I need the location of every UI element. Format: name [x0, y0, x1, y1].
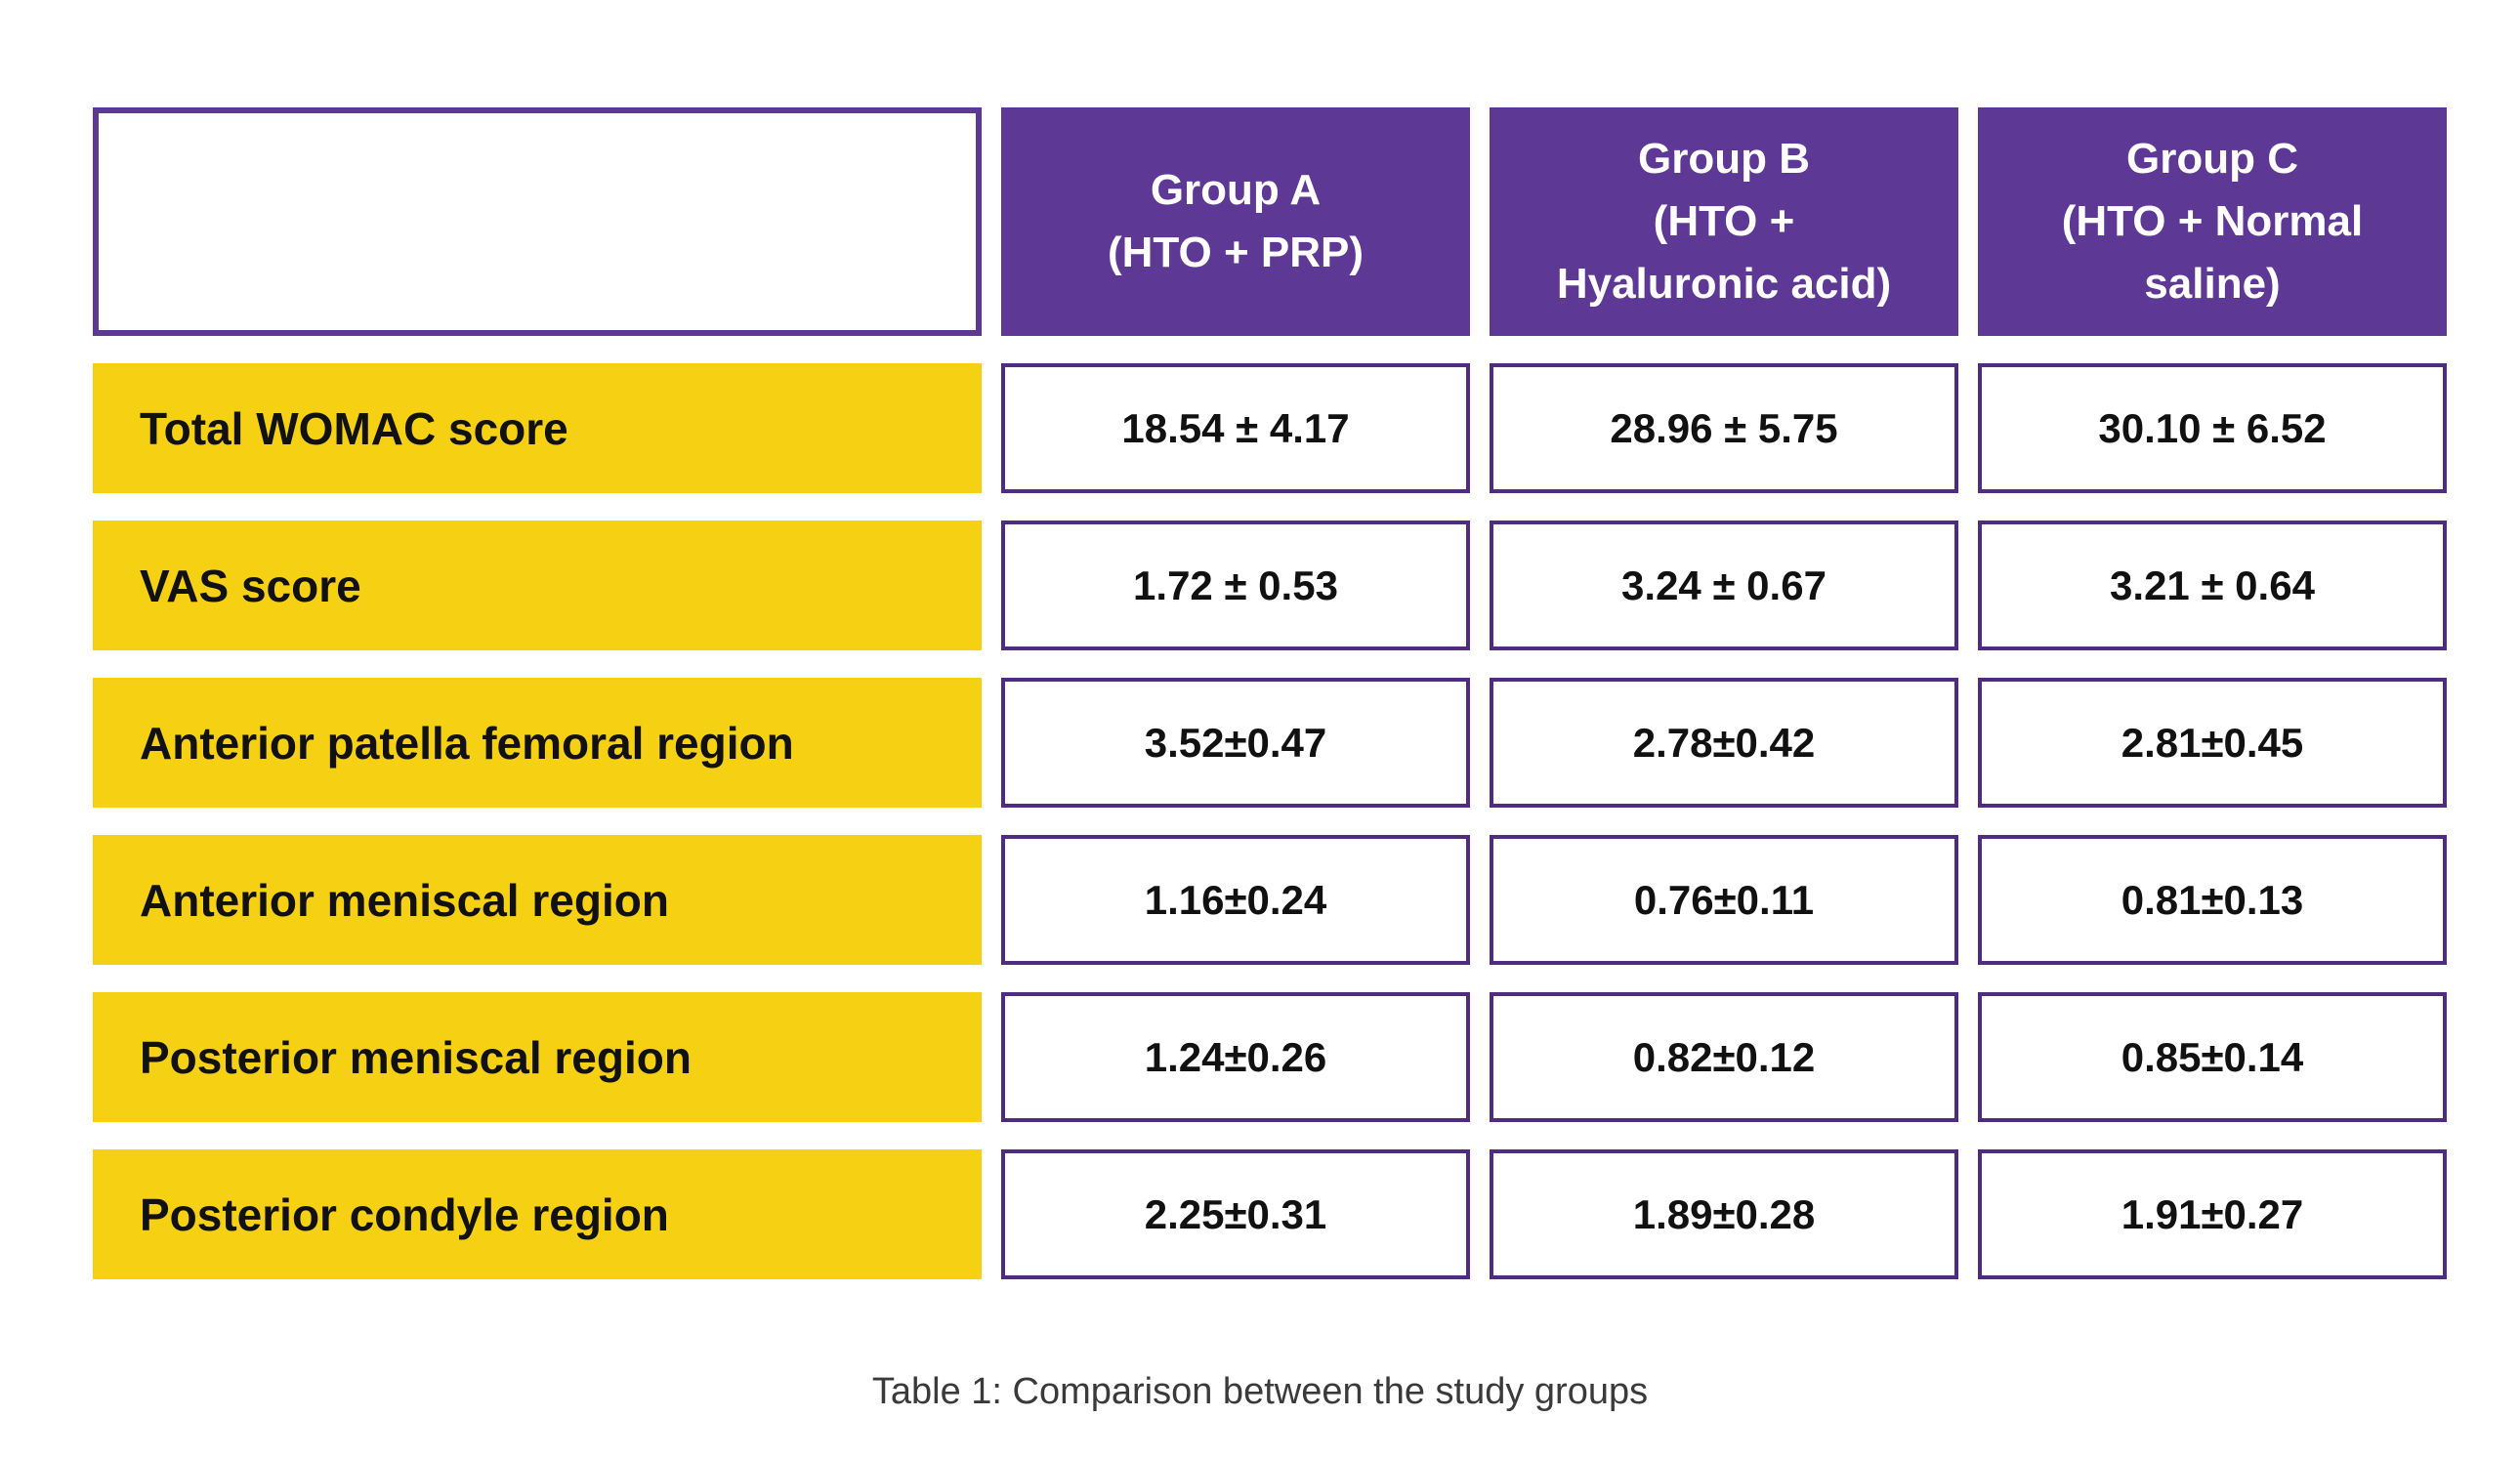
- value-cell-r3-group-b: 2.78±0.42: [1490, 678, 1958, 808]
- value-cell-r3-group-c: 2.81±0.45: [1978, 678, 2447, 808]
- column-header-group-c: Group C (HTO + Normal saline): [1978, 107, 2447, 336]
- value-cell-r2-group-b: 3.24 ± 0.67: [1490, 521, 1958, 650]
- table-caption: Table 1: Comparison between the study gr…: [871, 1371, 1649, 1412]
- value-cell-r6-group-a: 2.25±0.31: [1001, 1149, 1470, 1279]
- value-cell-r3-group-a: 3.52±0.47: [1001, 678, 1470, 808]
- value-cell-r4-group-c: 0.81±0.13: [1978, 835, 2447, 965]
- corner-cell: [93, 107, 982, 336]
- value-cell-r5-group-a: 1.24±0.26: [1001, 992, 1470, 1122]
- value-cell-r5-group-c: 0.85±0.14: [1978, 992, 2447, 1122]
- value-cell-r1-group-b: 28.96 ± 5.75: [1490, 363, 1958, 493]
- column-header-group-b: Group B (HTO + Hyaluronic acid): [1490, 107, 1958, 336]
- value-cell-r2-group-a: 1.72 ± 0.53: [1001, 521, 1470, 650]
- row-label-anterior-patella-femoral-region: Anterior patella femoral region: [93, 678, 982, 808]
- value-cell-r4-group-b: 0.76±0.11: [1490, 835, 1958, 965]
- value-cell-r1-group-c: 30.10 ± 6.52: [1978, 363, 2447, 493]
- row-label-total-womac-score: Total WOMAC score: [93, 363, 982, 493]
- column-header-group-a: Group A (HTO + PRP): [1001, 107, 1470, 336]
- value-cell-r1-group-a: 18.54 ± 4.17: [1001, 363, 1470, 493]
- value-cell-r6-group-c: 1.91±0.27: [1978, 1149, 2447, 1279]
- row-label-posterior-meniscal-region: Posterior meniscal region: [93, 992, 982, 1122]
- value-cell-r5-group-b: 0.82±0.12: [1490, 992, 1958, 1122]
- row-label-vas-score: VAS score: [93, 521, 982, 650]
- value-cell-r6-group-b: 1.89±0.28: [1490, 1149, 1958, 1279]
- value-cell-r2-group-c: 3.21 ± 0.64: [1978, 521, 2447, 650]
- row-label-posterior-condyle-region: Posterior condyle region: [93, 1149, 982, 1279]
- comparison-table: Group A (HTO + PRP) Group B (HTO + Hyalu…: [93, 107, 2447, 1279]
- value-cell-r4-group-a: 1.16±0.24: [1001, 835, 1470, 965]
- row-label-anterior-meniscal-region: Anterior meniscal region: [93, 835, 982, 965]
